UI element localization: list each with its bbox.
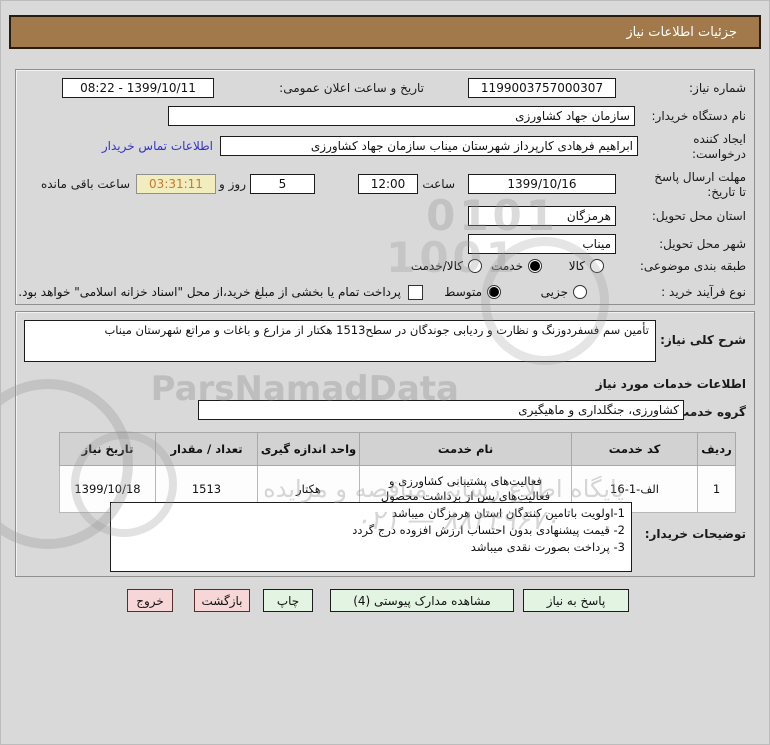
radio-option-goods-service[interactable]: کالا/خدمت [411,256,482,276]
need-number-label: شماره نیاز: [689,81,746,95]
need-number-input[interactable] [468,78,616,98]
deadline-label: مهلت ارسال پاسخ تا تاریخ: [654,170,746,199]
radio-medium-label: متوسط [444,285,482,299]
radio-goods-label: کالا [568,259,585,273]
province-input[interactable] [468,206,616,226]
deadline-time-input[interactable] [358,174,418,194]
buyer-notes-label: توضیحات خریدار: [644,527,746,541]
deadline-date-input[interactable] [468,174,616,194]
service-group-label: گروه خدمت: [672,405,746,419]
radio-goods-service-label: کالا/خدمت [410,259,463,273]
buyer-notes-box[interactable]: 1-اولویت باتامین کنندگان استان هرمزگان م… [110,502,632,572]
buyer-note-line: 2- قیمت پیشنهادی بدون احتساب ارزش افزوده… [352,523,625,537]
hours-remaining-label: ساعت باقی مانده [40,177,130,191]
buyer-org-input[interactable] [168,106,635,126]
title-bar: جزئیات اطلاعات نیاز [9,15,761,49]
deadline-hour-label: ساعت [422,177,455,191]
buyer-contact-link[interactable]: اطلاعات تماس خریدار [101,139,213,153]
buyer-note-line: 3- پرداخت بصورت نقدی میباشد [470,540,625,554]
respond-to-need-button[interactable]: پاسخ به نیاز [523,589,629,612]
creator-input[interactable] [220,136,638,156]
city-label: شهر محل تحویل: [659,237,746,251]
page-title: جزئیات اطلاعات نیاز [626,24,737,40]
col-service-code: کد خدمت [571,432,698,466]
radio-medium-icon[interactable] [487,285,501,299]
services-section-title: اطلاعات خدمات مورد نیاز [595,377,746,391]
col-service-name: نام خدمت [359,432,572,466]
radio-option-medium[interactable]: متوسط [444,282,501,302]
radio-goods-icon[interactable] [590,259,604,273]
exit-button[interactable]: خروج [127,589,173,612]
radio-partial-label: جزیی [540,285,568,299]
radio-partial-icon[interactable] [573,285,587,299]
need-desc-label: شرح کلی نیاز: [660,333,746,347]
radio-option-partial[interactable]: جزیی [541,282,587,302]
panel-general-info: شماره نیاز: تاریخ و ساعت اعلان عمومی: نا… [15,69,755,305]
service-group-input[interactable] [198,400,684,420]
radio-service-label: خدمت [491,259,523,273]
announce-datetime-label: تاریخ و ساعت اعلان عمومی: [279,81,424,95]
radio-goods-service-icon[interactable] [468,259,482,273]
col-row-number: ردیف [697,432,736,466]
buyer-org-label: نام دستگاه خریدار: [651,109,747,123]
checkbox-icon[interactable] [408,284,423,300]
buyer-note-line: 1-اولویت باتامین کنندگان استان هرمزگان م… [392,506,625,520]
print-button[interactable]: چاپ [263,589,313,612]
col-quantity: تعداد / مقدار [155,432,258,466]
announce-datetime-input[interactable] [62,78,214,98]
province-label: استان محل تحویل: [651,209,746,223]
panel-services-info: شرح کلی نیاز: تأمین سم فسفردوزنگ و نظارت… [15,311,755,577]
radio-option-goods[interactable]: کالا [569,256,604,276]
creator-label: ایجاد کننده درخواست: [692,132,746,161]
col-need-date: تاریخ نیاز [59,432,156,466]
countdown-timer: 03:31:11 [136,174,216,194]
back-button[interactable]: بازگشت [194,589,250,612]
col-unit: واحد اندازه گیری [257,432,360,466]
treasury-checkbox[interactable] [408,282,423,302]
cell-row-number: 1 [697,465,736,513]
treasury-checkbox-label: پرداخت تمام یا بخشی از مبلغ خرید،از محل … [18,285,401,299]
view-attached-docs-button[interactable]: مشاهده مدارک پیوستی (4) [330,589,514,612]
need-desc-box[interactable]: تأمین سم فسفردوزنگ و نظارت و ردیابی جوند… [24,320,656,362]
classification-label: طبقه بندی موضوعی: [639,259,746,273]
remaining-days-input[interactable] [250,174,315,194]
days-and-label: روز و [219,177,246,191]
radio-option-service[interactable]: خدمت [491,256,542,276]
services-table: ردیف کد خدمت نام خدمت واحد اندازه گیری ت… [59,432,736,513]
city-input[interactable] [468,234,616,254]
process-type-label: نوع فرآیند خرید : [661,285,746,299]
radio-service-icon[interactable] [528,259,542,273]
table-header-row: ردیف کد خدمت نام خدمت واحد اندازه گیری ت… [59,432,736,466]
